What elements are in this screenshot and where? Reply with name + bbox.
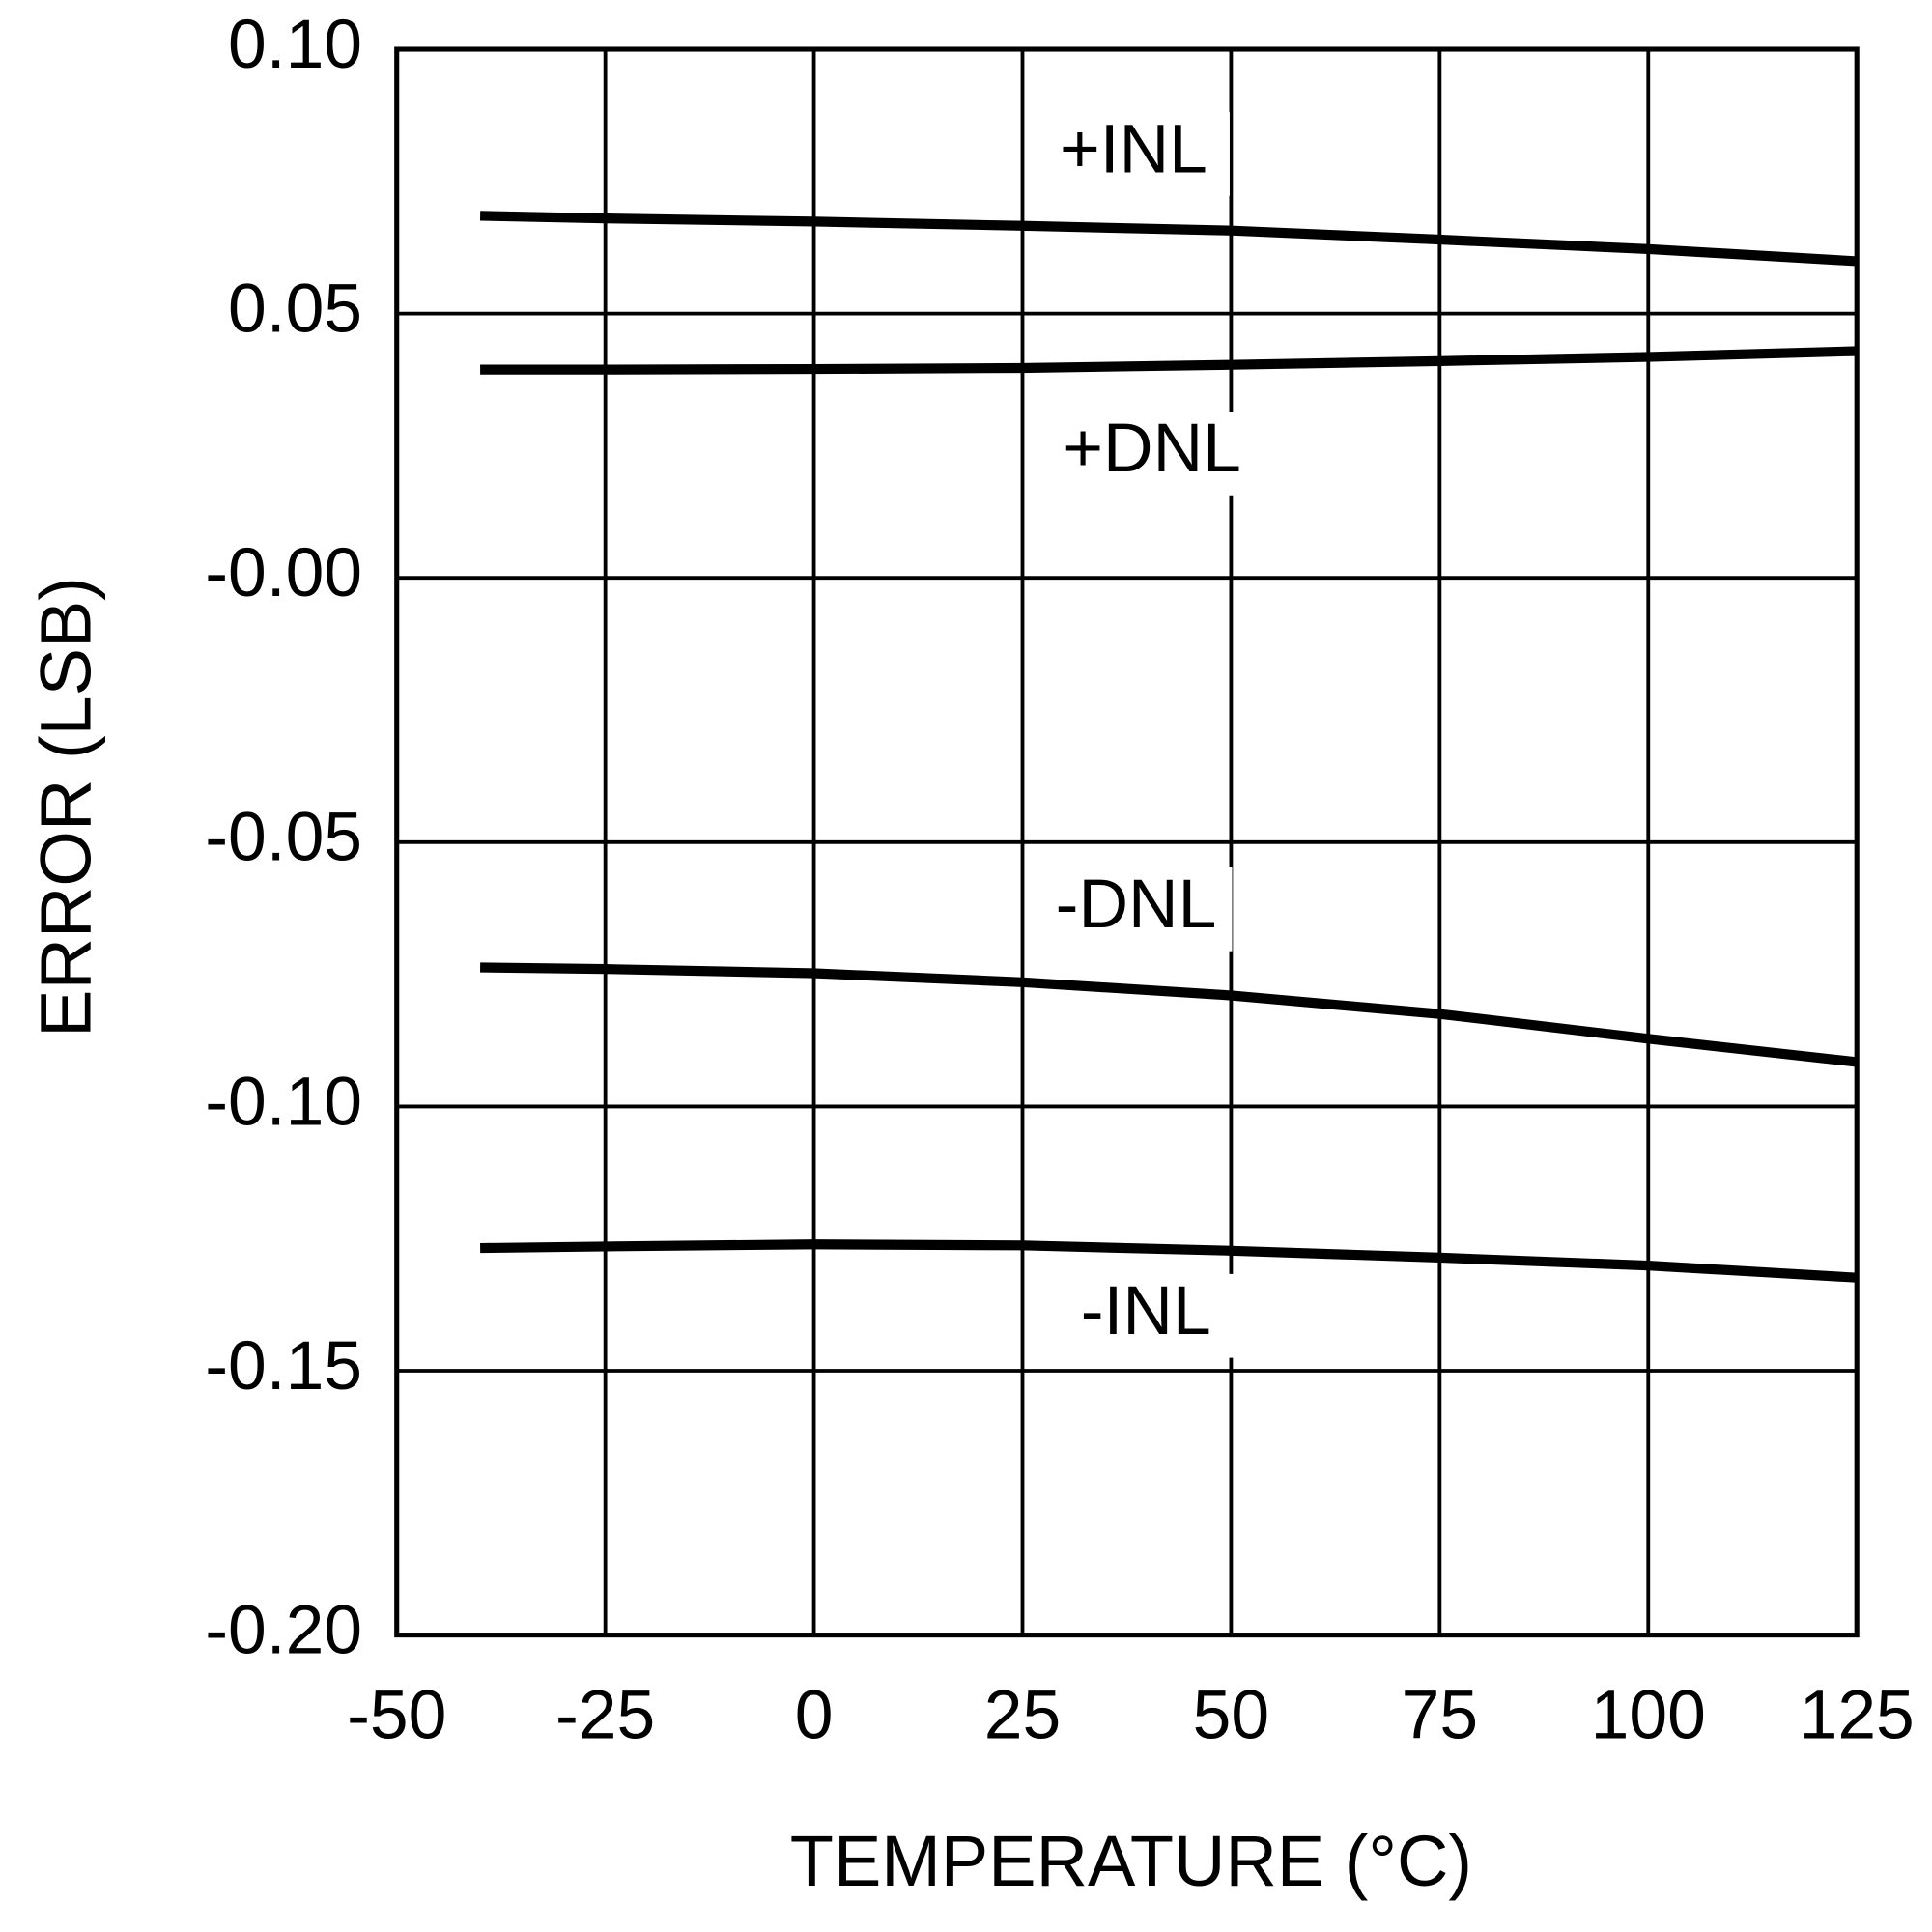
y-axis-title: ERROR (LSB) xyxy=(26,577,106,1037)
series-label: +INL xyxy=(1060,110,1208,187)
y-tick-label: -0.00 xyxy=(205,534,362,611)
plot-frame xyxy=(394,46,1860,1638)
series-label: +DNL xyxy=(1063,410,1241,487)
label-background xyxy=(1037,112,1230,196)
x-tick-label: 100 xyxy=(1591,1676,1706,1753)
series-label: -INL xyxy=(1081,1272,1211,1350)
x-tick-label: -25 xyxy=(555,1676,655,1753)
y-tick-label: 0.10 xyxy=(228,6,362,83)
x-tick-label: 125 xyxy=(1800,1676,1915,1753)
line-series xyxy=(480,1239,1858,1283)
x-tick-label: 50 xyxy=(1193,1676,1269,1753)
line-series xyxy=(479,211,1858,267)
y-tick-label: -0.10 xyxy=(205,1063,362,1140)
series-label: -DNL xyxy=(1056,866,1217,943)
label-background xyxy=(1049,1273,1242,1358)
line-series xyxy=(480,962,1858,1067)
y-tick-label: 0.05 xyxy=(228,270,362,347)
x-tick-label: 25 xyxy=(984,1676,1061,1753)
label-background xyxy=(1056,412,1249,496)
y-tick-label: -0.05 xyxy=(205,799,362,876)
x-tick-label: -50 xyxy=(347,1676,446,1753)
y-tick-label: -0.20 xyxy=(205,1591,362,1668)
x-tick-label: 0 xyxy=(795,1676,834,1753)
x-tick-label: 75 xyxy=(1402,1676,1478,1753)
label-background xyxy=(1039,867,1233,952)
x-axis-title: TEMPERATURE (°C) xyxy=(790,1821,1472,1901)
line-series xyxy=(480,346,1858,375)
y-tick-label: -0.15 xyxy=(205,1327,362,1405)
